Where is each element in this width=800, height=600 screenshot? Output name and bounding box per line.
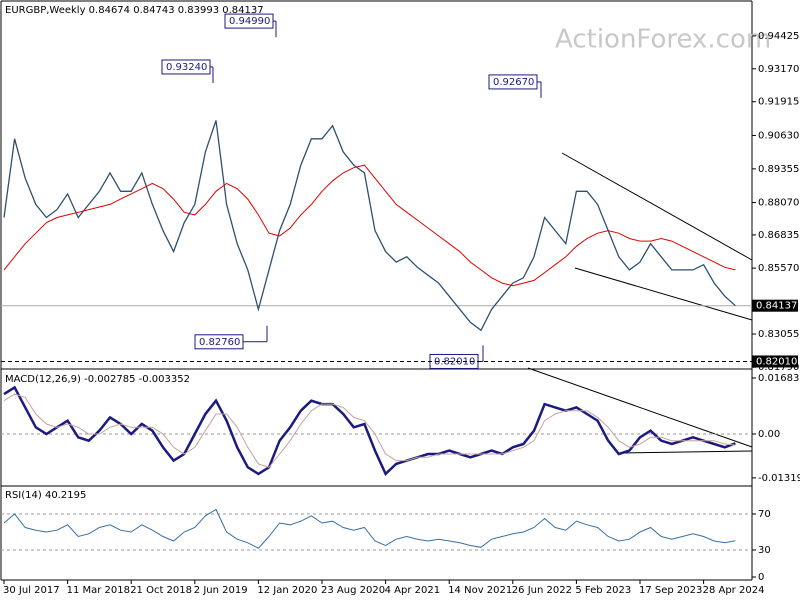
y-tick-label: 70 [758, 509, 771, 520]
support-label: 0.82010 [756, 356, 797, 367]
annotation-label: 0.94990 [229, 16, 270, 27]
x-tick-label: 4 Apr 2021 [385, 585, 440, 596]
y-tick-label: 0.85570 [758, 263, 799, 274]
annotation-label: 0.82760 [199, 337, 240, 348]
y-tick-label: 0.90630 [758, 130, 799, 141]
y-tick-label: 0.016838 [758, 373, 800, 384]
trendline [574, 267, 753, 321]
trendline [621, 450, 753, 454]
x-tick-label: 2 Jun 2019 [194, 585, 248, 596]
annotation-label: 0.92670 [493, 77, 534, 88]
y-tick-label: 0.89355 [758, 164, 799, 175]
macd-title: MACD(12,26,9) -0.002785 -0.003352 [5, 374, 190, 385]
x-tick-label: 14 Nov 2021 [448, 585, 512, 596]
series-line [3, 164, 736, 287]
x-tick-label: 12 Jan 2020 [257, 585, 317, 596]
chart-title: EURGBP,Weekly 0.84674 0.84743 0.83993 0.… [5, 5, 264, 16]
watermark: ActionForex.com [555, 25, 771, 55]
series-line [3, 120, 736, 332]
y-tick-label: 0.83055 [758, 329, 799, 340]
series-line [3, 508, 736, 549]
series-line [3, 393, 736, 468]
x-tick-label: 28 Apr 2024 [703, 585, 765, 596]
y-tick-label: 30 [758, 545, 771, 556]
rsi-title: RSI(14) 40.2195 [5, 490, 86, 501]
y-tick-label: 0.81790 [758, 362, 799, 373]
y-tick-label: 0.00 [758, 429, 780, 440]
x-tick-label: 21 Oct 2018 [130, 585, 192, 596]
annotation-box [224, 13, 274, 29]
annotation-label: 0.82010 [434, 356, 475, 367]
current-price-box [752, 299, 798, 312]
x-tick-label: 30 Jul 2017 [3, 585, 60, 596]
x-tick-label: 5 Feb 2023 [575, 585, 631, 596]
y-tick-label: 0.86835 [758, 230, 799, 241]
support-box [752, 355, 798, 368]
series-line [3, 385, 736, 477]
x-tick-label: 26 Jun 2022 [512, 585, 572, 596]
x-tick-label: 11 Mar 2018 [67, 585, 130, 596]
x-tick-label: 23 Aug 2020 [321, 585, 385, 596]
annotation-box [194, 334, 244, 350]
annotation-box [161, 59, 211, 75]
y-tick-label: 0.88070 [758, 198, 799, 209]
y-tick-label: 0.94425 [758, 31, 799, 42]
y-tick-label: 0.91915 [758, 97, 799, 108]
annotation-box [488, 74, 538, 90]
annotation-label: 0.93240 [166, 62, 207, 73]
x-tick-label: 17 Sep 2023 [639, 585, 702, 596]
y-tick-label: -0.013195 [758, 473, 800, 484]
trendline [527, 367, 753, 448]
trendline [561, 152, 753, 261]
y-tick-label: 0 [758, 572, 764, 583]
y-tick-label: 0.93170 [758, 64, 799, 75]
current-price-label: 0.84137 [756, 301, 797, 312]
